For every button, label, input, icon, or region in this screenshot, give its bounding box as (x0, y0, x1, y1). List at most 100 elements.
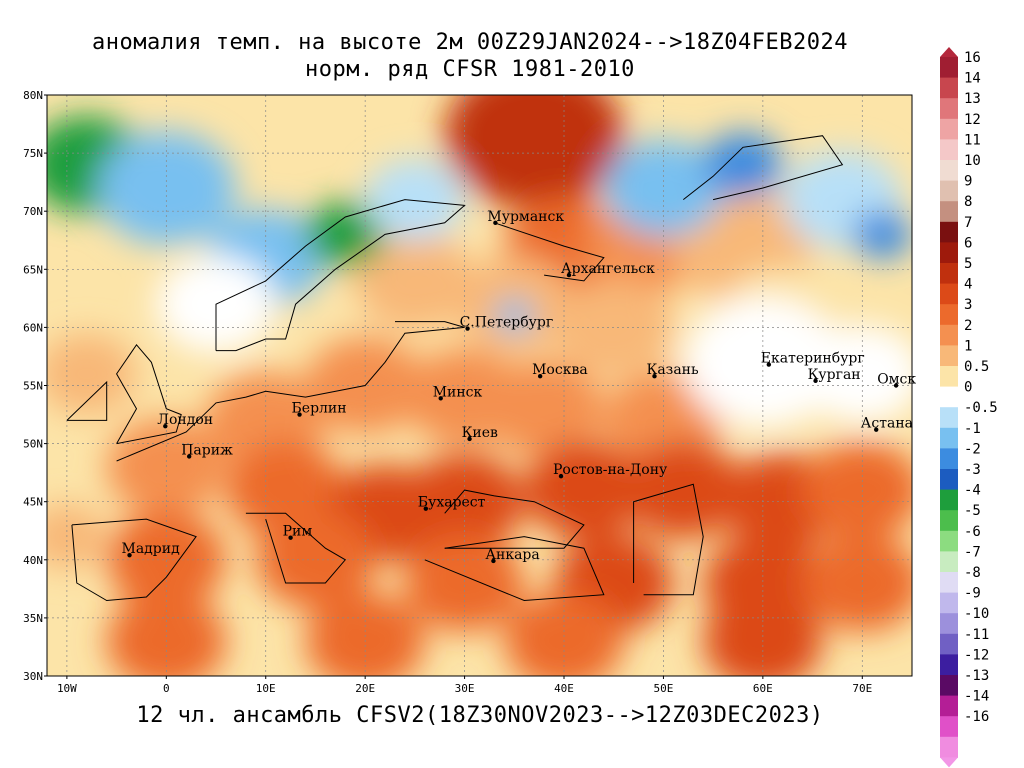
anomaly-region (444, 95, 624, 209)
city-marker (297, 412, 302, 417)
city-marker (467, 436, 472, 442)
colorbar-label: 1 (964, 338, 972, 354)
colorbar-label: 9 (964, 174, 972, 190)
city-marker (163, 423, 168, 429)
colorbar-box (940, 675, 958, 697)
city-marker (438, 396, 443, 401)
colorbar-box (940, 221, 958, 243)
anomaly-region (47, 333, 137, 415)
anomaly-region (404, 534, 525, 632)
city-marker (874, 427, 879, 432)
lon-tick-label: 40E (554, 682, 574, 695)
city-label: Лондон (157, 412, 213, 428)
anomaly-region (484, 359, 604, 458)
colorbar-box (940, 469, 958, 491)
city-marker (537, 374, 543, 379)
colorbar-label: 4 (964, 277, 972, 293)
city-label: Мадрид (122, 541, 181, 557)
map-title-line1: аномалия темп. на высоте 2м 00Z29JAN2024… (92, 30, 848, 55)
colorbar-label: -5 (964, 503, 981, 519)
city-marker (493, 220, 498, 226)
colorbar-box (940, 551, 958, 573)
anomaly-region (852, 210, 912, 259)
coastline (245, 512, 347, 584)
lon-tick-label: 70E (852, 682, 872, 695)
colorbar-box (940, 407, 958, 429)
colorbar-label: -9 (964, 586, 981, 602)
colorbar-label: 5 (964, 256, 972, 272)
city-marker (813, 378, 818, 384)
anomaly-region (603, 139, 724, 237)
lat-tick-label: 80N (23, 89, 43, 102)
colorbar-box (940, 160, 958, 182)
colorbar-label: -3 (964, 462, 981, 478)
lat-tick-label: 40N (23, 554, 43, 567)
anomaly-region (255, 510, 376, 609)
colorbar-box (940, 572, 958, 594)
colorbar-label: 16 (964, 50, 981, 66)
city-label: Екатеринбург (761, 351, 865, 367)
anomaly-region (47, 504, 107, 570)
city-marker (465, 326, 470, 331)
colorbar-box (940, 736, 958, 758)
city-marker (893, 383, 899, 388)
city-label: Бухарест (418, 495, 486, 511)
city-label: Курган (808, 367, 861, 383)
lat-tick-label: 35N (23, 612, 43, 625)
coastline (682, 135, 844, 201)
lat-tick-label: 55N (23, 380, 43, 393)
colorbar-label: 11 (964, 132, 981, 148)
anomaly-region (802, 534, 912, 632)
colorbar-label: 10 (964, 153, 981, 169)
coastline (116, 321, 465, 462)
colorbar-label: 14 (964, 71, 981, 87)
anomaly-region (305, 592, 425, 676)
lat-tick-label: 70N (23, 205, 43, 218)
coastline-sketch (66, 135, 844, 602)
colorbar-box (940, 139, 958, 161)
city-label: Киев (462, 425, 498, 441)
colorbar-box (940, 592, 958, 614)
anomaly-region (802, 325, 912, 423)
city-label: Москва (532, 362, 588, 378)
city-marker (186, 454, 192, 459)
city-marker (423, 506, 429, 511)
city-marker (566, 272, 572, 278)
lat-tick-label: 50N (23, 438, 43, 451)
anomaly-region (683, 297, 843, 428)
colorbar-box (940, 324, 958, 346)
city-label: Архангельск (561, 261, 655, 277)
colorbar-label: 8 (964, 194, 972, 210)
anomaly-region (106, 592, 226, 676)
coastline (71, 518, 197, 602)
colorbar-label: -16 (964, 709, 989, 725)
colorbar-label: -0.5 (964, 400, 998, 416)
colorbar-label: -14 (964, 689, 989, 705)
colorbar-box (940, 489, 958, 511)
colorbar-box (940, 530, 958, 552)
lon-tick-label: 20E (355, 682, 375, 695)
colorbar-box (940, 448, 958, 470)
city-marker (127, 552, 132, 558)
colorbar-box (940, 77, 958, 99)
colorbar-box (940, 98, 958, 120)
colorbar-label: 0.5 (964, 359, 989, 375)
city-label: Омск (877, 372, 916, 388)
city-label: С.Петербург (460, 315, 554, 331)
colorbar-label: -13 (964, 668, 989, 684)
coastline (424, 536, 605, 602)
colorbar-label: -12 (964, 647, 989, 663)
colorbar-label: 13 (964, 91, 981, 107)
colorbar-box (940, 345, 958, 367)
coastline (215, 199, 466, 352)
colorbar-bottom-arrow (940, 757, 958, 768)
colorbar-box (940, 716, 958, 738)
anomaly-region (365, 158, 465, 241)
colorbar-box (940, 366, 958, 388)
coastline (66, 380, 108, 421)
city-label: Мурманск (487, 209, 564, 225)
anomaly-region (703, 592, 823, 676)
colorbar-label: 12 (964, 112, 981, 128)
colorbar-label: -10 (964, 606, 989, 622)
